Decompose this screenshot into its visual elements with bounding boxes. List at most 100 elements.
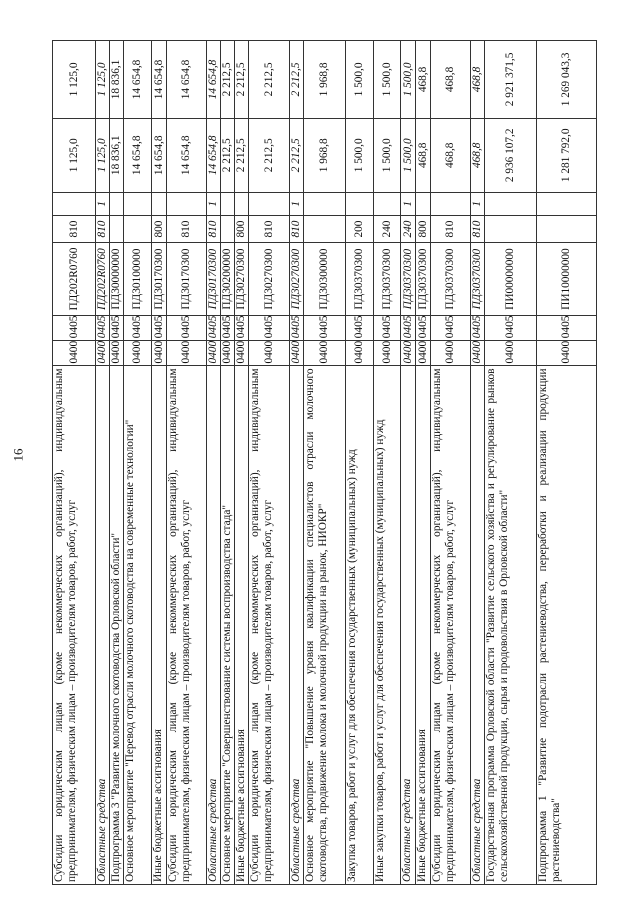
amount-year-2: 1 269 043,3	[536, 40, 597, 119]
amount-year-1: 2 936 107,2	[484, 118, 537, 193]
source-flag	[345, 192, 374, 216]
table-row: Иные бюджетные ассигнования 0400 0405 ПД302…	[234, 40, 249, 885]
row-description: Иные бюджетные ассигнования	[415, 365, 431, 885]
amount-year-2: 18 836,1	[109, 40, 124, 119]
row-description: Областные средства	[400, 365, 416, 885]
amount-year-2: 14 654,8	[151, 40, 167, 119]
budget-table: Субсидии юридическим лицам (кроме некомм…	[52, 40, 597, 885]
section-code: 0400	[166, 340, 207, 366]
amount-year-2: 468,8	[415, 40, 431, 119]
target-article-code: ПД30370300	[373, 242, 401, 316]
amount-year-2: 2 212,5	[220, 40, 235, 119]
section-code: 0400	[95, 340, 110, 366]
expense-type-code: 240	[373, 215, 401, 243]
expense-type-code	[123, 215, 152, 243]
row-description: Областные средства	[289, 365, 304, 885]
subsection-code: 0405	[151, 315, 167, 341]
expense-type-code: 810	[289, 215, 304, 243]
subsection-code: 0405	[95, 315, 110, 341]
amount-year-2: 14 654,8	[123, 40, 152, 119]
amount-year-2: 2 212,5	[234, 40, 249, 119]
subsection-code: 0405	[415, 315, 431, 341]
source-flag: 1	[206, 192, 221, 216]
section-code: 0400	[151, 340, 167, 366]
target-article-code: ПД30370300	[400, 242, 416, 316]
amount-year-1: 1 125,0	[95, 118, 110, 193]
amount-year-2: 468,8	[430, 40, 471, 119]
table-row: Областные средства 0400 0405 ПД30370300 810 1…	[470, 40, 485, 885]
expense-type-code: 810	[95, 215, 110, 243]
amount-year-1: 2 212,5	[234, 118, 249, 193]
section-code: 0400	[400, 340, 416, 366]
source-flag	[220, 192, 235, 216]
table-row: Государственная программа Орловской обла…	[484, 40, 537, 885]
amount-year-2: 1 125,0	[52, 40, 96, 119]
table-row: Иные закупки товаров, работ и услуг для …	[373, 40, 401, 885]
source-flag	[373, 192, 401, 216]
source-flag	[536, 192, 597, 216]
row-description: Подпрограмма 3 "Развитие молочного ското…	[109, 365, 124, 885]
expense-type-code	[109, 215, 124, 243]
section-code: 0400	[415, 340, 431, 366]
page-number: 16	[10, 448, 26, 462]
section-code: 0400	[470, 340, 485, 366]
amount-year-1: 468,8	[470, 118, 485, 193]
amount-year-1: 468,8	[415, 118, 431, 193]
amount-year-1: 2 212,5	[289, 118, 304, 193]
row-description: Государственная программа Орловской обла…	[484, 365, 537, 885]
target-article-code: ПД30370300	[430, 242, 471, 316]
expense-type-code: 240	[400, 215, 416, 243]
table-row: Основное мероприятие "Повышение уровня к…	[303, 40, 346, 885]
table-row: Субсидии юридическим лицам (кроме некомм…	[248, 40, 290, 885]
section-code: 0400	[123, 340, 152, 366]
amount-year-2: 2 921 371,5	[484, 40, 537, 119]
row-description: Областные средства	[470, 365, 485, 885]
expense-type-code: 800	[151, 215, 167, 243]
amount-year-1: 1 500,0	[345, 118, 374, 193]
source-flag	[109, 192, 124, 216]
amount-year-2: 468,8	[470, 40, 485, 119]
target-article-code: ПД30270300	[248, 242, 290, 316]
subsection-code: 0405	[470, 315, 485, 341]
target-article-code: ПД202R0760	[52, 242, 96, 316]
row-description: Субсидии юридическим лицам (кроме некомм…	[166, 365, 207, 885]
amount-year-1: 18 836,1	[109, 118, 124, 193]
subsection-code: 0405	[248, 315, 290, 341]
subsection-code: 0405	[123, 315, 152, 341]
row-description: Основное мероприятие "Повышение уровня к…	[303, 365, 346, 885]
amount-year-1: 1 125,0	[52, 118, 96, 193]
amount-year-1: 2 212,5	[248, 118, 290, 193]
subsection-code: 0405	[109, 315, 124, 341]
table-row: Закупка товаров, работ и услуг для обесп…	[345, 40, 374, 885]
table-row: Подпрограмма 3 "Развитие молочного ското…	[109, 40, 124, 885]
source-flag	[303, 192, 346, 216]
target-article-code: ПД30270300	[234, 242, 249, 316]
expense-type-code: 200	[345, 215, 374, 243]
subsection-code: 0405	[430, 315, 471, 341]
table-row: Областные средства 0400 0405 ПД202R0760 810 1…	[95, 40, 110, 885]
amount-year-2: 14 654,8	[166, 40, 207, 119]
table-row: Областные средства 0400 0405 ПД30270300 810 1…	[289, 40, 304, 885]
table-row: Иные бюджетные ассигнования 0400 0405 ПД303…	[415, 40, 431, 885]
budget-table-rotated: Субсидии юридическим лицам (кроме некомм…	[52, 40, 597, 885]
target-article-code: ПД30370300	[470, 242, 485, 316]
source-flag	[151, 192, 167, 216]
expense-type-code	[303, 215, 346, 243]
section-code: 0400	[373, 340, 401, 366]
row-description: Основное мероприятие "Перевод отрасли мо…	[123, 365, 152, 885]
amount-year-1: 1 968,8	[303, 118, 346, 193]
row-description: Областные средства	[95, 365, 110, 885]
subsection-code: 0405	[234, 315, 249, 341]
source-flag	[166, 192, 207, 216]
expense-type-code: 810	[166, 215, 207, 243]
target-article-code: ПИ00000000	[484, 242, 537, 316]
target-article-code: ПД30170300	[166, 242, 207, 316]
row-description: Субсидии юридическим лицам (кроме некомм…	[52, 365, 96, 885]
section-code: 0400	[484, 340, 537, 366]
subsection-code: 0405	[345, 315, 374, 341]
source-flag	[415, 192, 431, 216]
table-row: Иные бюджетные ассигнования 0400 0405 ПД301…	[151, 40, 167, 885]
section-code: 0400	[345, 340, 374, 366]
target-article-code: ПД30170300	[151, 242, 167, 316]
amount-year-1: 2 212,5	[220, 118, 235, 193]
